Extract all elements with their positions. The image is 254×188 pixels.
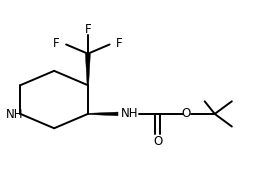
Polygon shape xyxy=(85,54,90,85)
Text: O: O xyxy=(153,135,162,148)
Text: O: O xyxy=(181,107,190,120)
Text: F: F xyxy=(85,23,91,36)
Text: F: F xyxy=(116,37,122,50)
Text: F: F xyxy=(53,37,60,50)
Polygon shape xyxy=(88,112,118,116)
Text: NH: NH xyxy=(121,107,139,120)
Text: NH: NH xyxy=(6,108,24,121)
